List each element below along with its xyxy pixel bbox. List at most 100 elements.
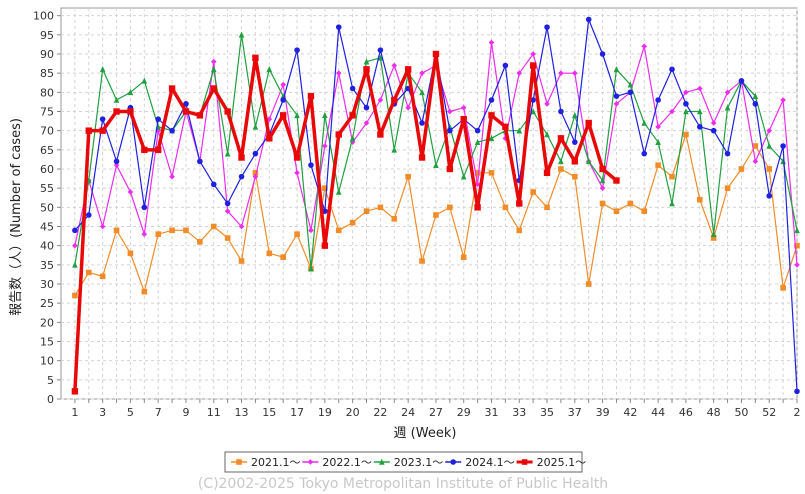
x-tick-label: 1 <box>71 406 78 419</box>
data-point <box>252 173 259 180</box>
data-point <box>502 204 509 211</box>
y-tick-label: 40 <box>40 240 54 253</box>
data-point <box>335 227 342 234</box>
data-point <box>308 265 314 272</box>
data-point <box>669 108 675 115</box>
data-point <box>683 89 689 96</box>
data-point <box>544 204 550 211</box>
data-point <box>308 227 314 234</box>
data-point <box>641 150 648 157</box>
data-point <box>460 104 467 111</box>
x-tick-label: 11 <box>207 406 221 419</box>
data-point <box>669 66 675 73</box>
data-point <box>99 223 106 230</box>
data-point <box>599 200 606 207</box>
y-tick-label: 30 <box>40 278 54 291</box>
data-point <box>113 227 120 234</box>
y-tick-label: 5 <box>47 374 54 387</box>
data-point <box>349 112 356 119</box>
data-point <box>349 135 356 142</box>
data-point <box>127 189 134 195</box>
y-tick-label: 90 <box>40 48 54 61</box>
x-tick-label: 42 <box>623 406 637 419</box>
data-point <box>127 89 134 96</box>
data-point <box>419 258 425 264</box>
data-point <box>127 108 134 115</box>
data-point <box>724 89 731 96</box>
legend-swatch-marker <box>379 458 385 465</box>
data-point <box>141 146 148 154</box>
data-point <box>558 108 564 115</box>
data-point <box>641 119 648 126</box>
series-line <box>73 52 618 392</box>
data-point <box>335 131 342 138</box>
data-point <box>794 262 800 268</box>
data-point <box>224 108 231 115</box>
data-point <box>99 66 106 73</box>
data-point <box>210 85 217 92</box>
y-tick-label: 80 <box>40 86 54 99</box>
data-point <box>613 208 620 214</box>
data-point <box>641 43 648 50</box>
data-point <box>557 135 565 142</box>
data-point <box>599 51 606 57</box>
data-point <box>696 85 703 92</box>
data-point <box>766 142 773 149</box>
data-point <box>363 104 370 111</box>
data-point <box>738 78 745 84</box>
data-point <box>474 204 481 211</box>
data-point <box>585 158 592 165</box>
data-point <box>391 62 398 69</box>
data-point <box>613 101 620 107</box>
y-tick-label: 70 <box>40 125 54 138</box>
y-tick-label: 60 <box>40 163 54 176</box>
data-point <box>488 135 495 142</box>
data-point <box>613 66 620 73</box>
data-point <box>405 173 411 180</box>
legend-swatch-marker <box>236 459 242 465</box>
x-tick-label: 15 <box>262 406 276 419</box>
data-point <box>335 188 342 195</box>
legend-label: 2024.1～ <box>465 456 515 469</box>
data-point <box>419 89 425 96</box>
data-point <box>85 212 92 218</box>
x-tick-label: 35 <box>540 406 554 419</box>
data-point <box>516 200 523 207</box>
data-point <box>544 131 550 138</box>
data-point <box>474 181 481 188</box>
data-point <box>669 200 675 207</box>
data-point <box>363 208 370 214</box>
x-tick-label: 33 <box>512 406 526 419</box>
y-axis-label: 報告数（人）(Number of cases) <box>9 118 24 316</box>
data-point <box>293 154 301 161</box>
data-point <box>599 165 606 173</box>
data-point <box>169 127 175 134</box>
data-point <box>794 388 800 395</box>
data-point <box>488 112 495 119</box>
data-point <box>127 250 134 257</box>
data-point <box>280 254 286 260</box>
data-point <box>530 108 536 115</box>
data-point <box>349 85 356 92</box>
series-layer <box>71 16 800 395</box>
data-point <box>294 170 300 176</box>
data-point <box>349 219 356 226</box>
data-point <box>599 185 606 191</box>
y-tick-label: 35 <box>40 259 54 272</box>
data-point <box>613 177 620 184</box>
data-point <box>696 124 703 130</box>
x-axis-ticks: 1 3 5 7 9 11 13 15 17 19 20 22 24 27 29 31 33 35 37 39 42 44 4… <box>71 399 801 419</box>
data-point <box>447 108 453 115</box>
data-point <box>113 108 120 115</box>
data-point <box>168 85 176 92</box>
data-point <box>558 158 564 165</box>
data-point <box>280 97 286 103</box>
data-point <box>349 139 356 145</box>
y-tick-label: 100 <box>33 10 54 23</box>
x-tick-label: 13 <box>235 406 249 419</box>
data-point <box>529 62 537 69</box>
data-point <box>85 269 92 276</box>
data-point <box>99 116 106 122</box>
data-point <box>377 47 384 53</box>
data-point <box>599 177 606 184</box>
